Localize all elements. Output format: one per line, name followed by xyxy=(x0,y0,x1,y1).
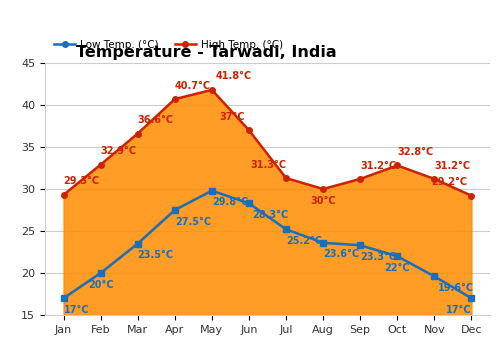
Text: 17°C: 17°C xyxy=(446,305,471,315)
Text: 17°C: 17°C xyxy=(64,305,89,315)
Text: 31.3°C: 31.3°C xyxy=(250,160,286,170)
Legend: Low Temp. (°C), High Temp. (°C): Low Temp. (°C), High Temp. (°C) xyxy=(50,35,287,54)
Text: 30°C: 30°C xyxy=(310,196,336,206)
Text: 25.2°C: 25.2°C xyxy=(286,236,322,246)
Text: 29.2°C: 29.2°C xyxy=(432,177,468,187)
Text: 40.7°C: 40.7°C xyxy=(175,81,211,91)
Text: 20°C: 20°C xyxy=(88,280,114,290)
Text: 22°C: 22°C xyxy=(384,263,410,273)
Text: 32.8°C: 32.8°C xyxy=(398,147,434,157)
Text: 31.2°C: 31.2°C xyxy=(360,161,397,170)
Text: 31.2°C: 31.2°C xyxy=(434,161,470,170)
Text: 23.3°C: 23.3°C xyxy=(360,252,397,262)
Text: 41.8°C: 41.8°C xyxy=(216,71,252,82)
Text: 29.8°C: 29.8°C xyxy=(212,197,248,208)
Text: 36.6°C: 36.6°C xyxy=(138,115,174,125)
Text: 37°C: 37°C xyxy=(220,112,245,122)
Text: 28.3°C: 28.3°C xyxy=(252,210,289,220)
Text: 29.3°C: 29.3°C xyxy=(64,176,100,187)
Text: 23.6°C: 23.6°C xyxy=(323,250,359,259)
Text: 32.9°C: 32.9°C xyxy=(100,146,137,156)
Text: 27.5°C: 27.5°C xyxy=(175,217,211,227)
Text: 23.5°C: 23.5°C xyxy=(138,250,174,260)
Text: 19.6°C: 19.6°C xyxy=(438,283,474,293)
Text: Temperature - Tarwadi, India: Temperature - Tarwadi, India xyxy=(76,46,337,61)
